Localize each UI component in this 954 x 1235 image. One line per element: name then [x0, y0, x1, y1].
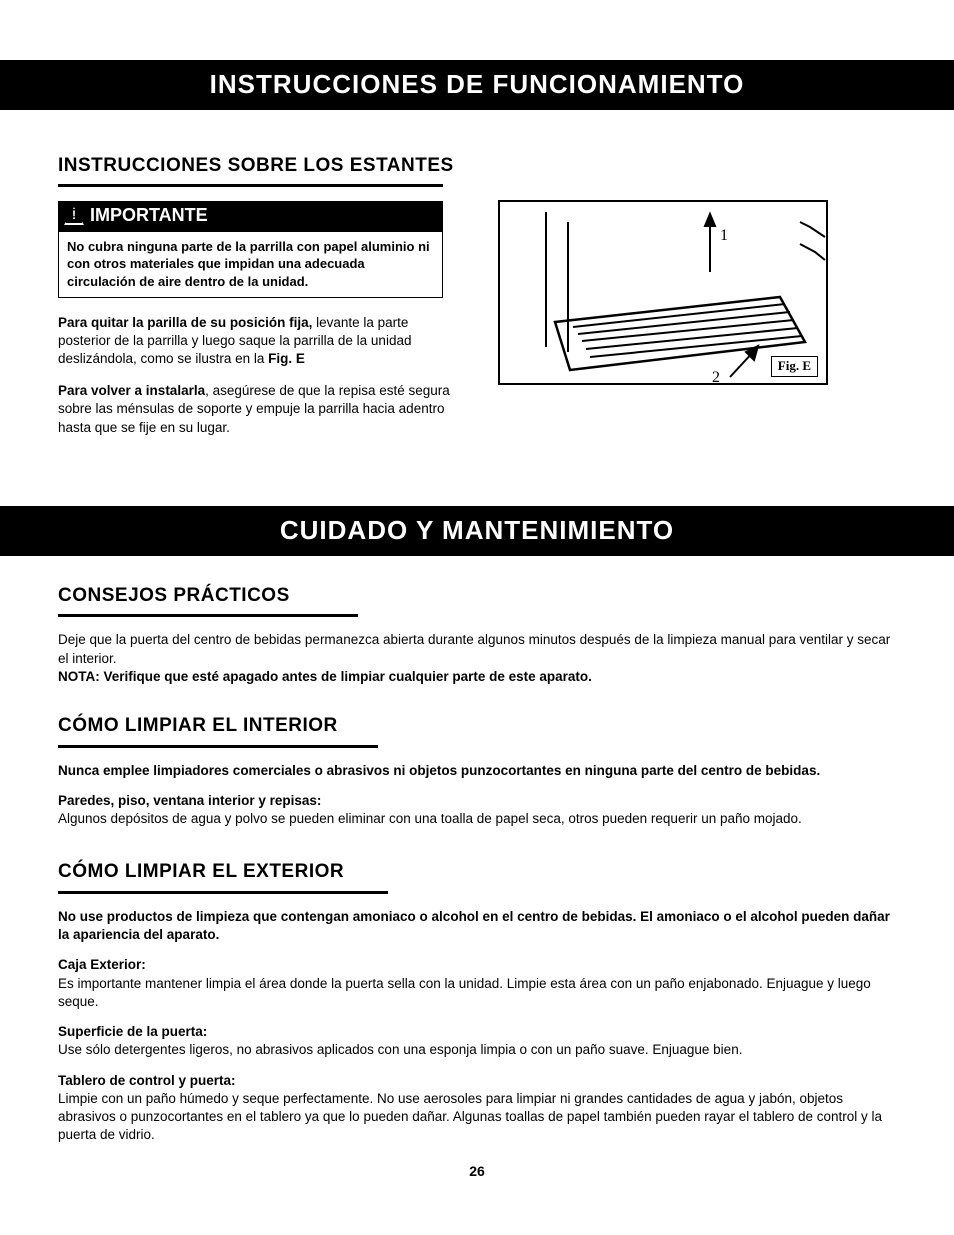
consejos-nota: NOTA: Verifique que esté apagado antes d…: [58, 668, 896, 686]
left-column: INSTRUCCIONES SOBRE LOS ESTANTES IMPORTA…: [58, 130, 458, 451]
remove-rack-para: Para quitar la parilla de su posición fi…: [58, 314, 458, 369]
ext-sub1-text: Es importante mantener limpia el área do…: [58, 975, 896, 1011]
fig-num-1: 1: [720, 227, 728, 244]
p1-fig: Fig. E: [268, 351, 305, 366]
right-column: 1 2 Fig. E: [498, 130, 896, 451]
interior-sub1-title: Paredes, piso, ventana interior y repisa…: [58, 792, 896, 810]
reinstall-rack-para: Para volver a instalarla, asegúrese de q…: [58, 382, 458, 437]
ext-sub1-title: Caja Exterior:: [58, 956, 896, 974]
interior-heading: CÓMO LIMPIAR EL INTERIOR: [58, 714, 896, 739]
ext-sub2-text: Use sólo detergentes ligeros, no abrasiv…: [58, 1041, 896, 1059]
interior-sub1-text: Algunos depósitos de agua y polvo se pue…: [58, 810, 896, 828]
consejos-heading: CONSEJOS PRÁCTICOS: [58, 584, 896, 609]
figure-label: Fig. E: [771, 356, 818, 377]
page-number: 26: [58, 1162, 896, 1180]
p1-bold: Para quitar la parilla de su posición fi…: [58, 315, 312, 330]
section-banner-operating: INSTRUCCIONES DE FUNCIONAMIENTO: [0, 60, 954, 110]
divider: [58, 184, 443, 187]
section-banner-care: CUIDADO Y MANTENIMIENTO: [0, 506, 954, 556]
exterior-warn: No use productos de limpieza que conteng…: [58, 908, 896, 944]
ext-sub2-title: Superficie de la puerta:: [58, 1023, 896, 1041]
importante-bar: IMPORTANTE: [58, 201, 443, 230]
p2-bold: Para volver a instalarla: [58, 383, 205, 398]
consejos-p1: Deje que la puerta del centro de bebidas…: [58, 631, 896, 667]
warning-icon: [64, 207, 84, 225]
importante-label: IMPORTANTE: [90, 204, 208, 227]
fig-num-2: 2: [712, 369, 720, 385]
ext-sub3-text: Limpie con un paño húmedo y seque perfec…: [58, 1090, 896, 1145]
figure-e: 1 2 Fig. E: [498, 200, 828, 385]
importante-text: No cubra ninguna parte de la parrilla co…: [58, 231, 443, 298]
divider: [58, 891, 388, 894]
divider: [58, 745, 378, 748]
ext-sub3-title: Tablero de control y puerta:: [58, 1072, 896, 1090]
interior-warn: Nunca emplee limpiadores comerciales o a…: [58, 762, 896, 780]
shelves-heading: INSTRUCCIONES SOBRE LOS ESTANTES: [58, 154, 458, 179]
divider: [58, 614, 358, 617]
exterior-heading: CÓMO LIMPIAR EL EXTERIOR: [58, 860, 896, 885]
